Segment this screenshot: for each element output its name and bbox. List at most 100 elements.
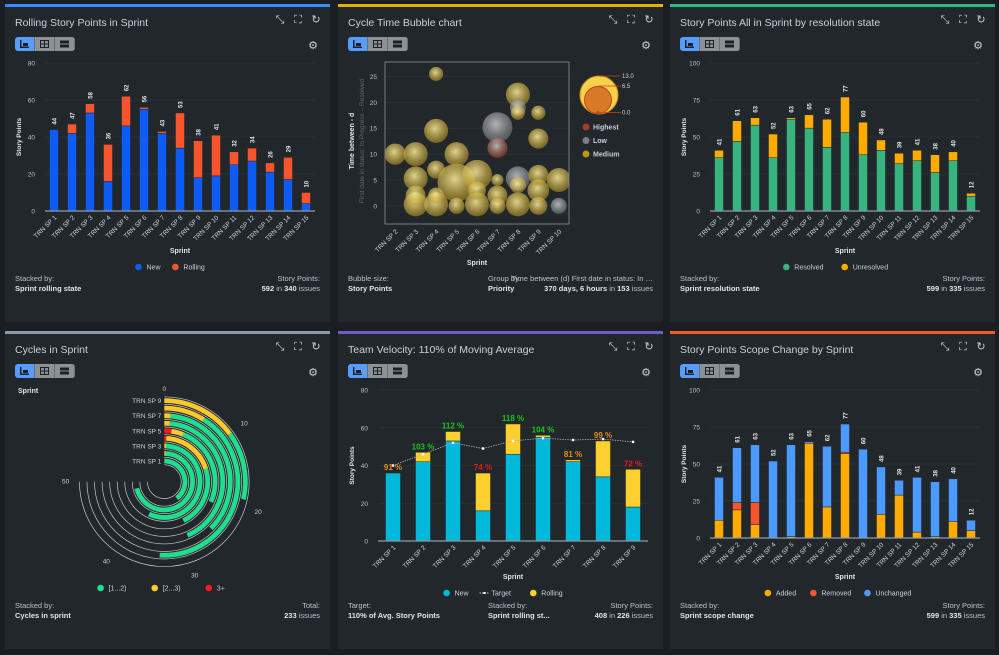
settings-icon[interactable]: ⚙	[973, 367, 983, 379]
legend-item-3-[interactable]: 3+	[205, 584, 225, 593]
refresh-icon[interactable]: ↻	[976, 341, 986, 353]
bubble-medium[interactable]	[405, 185, 426, 206]
table-view-button[interactable]	[700, 364, 720, 378]
collapse-icon[interactable]: ⤡	[275, 341, 285, 353]
collapse-icon[interactable]: ⤡	[940, 14, 950, 26]
chart-view-button[interactable]	[15, 37, 35, 51]
legend-item-new[interactable]: New	[135, 263, 161, 272]
bubble-medium[interactable]	[505, 192, 530, 217]
list-view-button[interactable]	[720, 364, 740, 378]
ring-segment-12	[134, 451, 195, 513]
collapse-icon[interactable]: ⤡	[608, 14, 618, 26]
footer-label: Stacked by:	[15, 274, 55, 283]
chart-view-button[interactable]	[15, 364, 35, 378]
legend-item-unresolved[interactable]: Unresolved	[841, 263, 888, 272]
settings-icon[interactable]: ⚙	[641, 40, 651, 52]
bubble-medium[interactable]	[427, 160, 446, 179]
list-view-button[interactable]	[720, 37, 740, 51]
fullscreen-icon[interactable]: ⛶	[294, 341, 302, 353]
bar-segment-resolved	[948, 160, 958, 212]
table-view-button[interactable]	[700, 37, 720, 51]
bubble-medium[interactable]	[527, 179, 550, 202]
bar-segment-added	[804, 443, 814, 539]
bar-total-label: 58	[89, 91, 95, 98]
legend-item-rolling[interactable]: Rolling	[172, 263, 205, 272]
bar-segment-new	[229, 164, 239, 212]
legend-item-resolved[interactable]: Resolved	[783, 263, 824, 272]
bar-total-label: 12	[970, 508, 976, 515]
fullscreen-icon[interactable]: ⛶	[627, 14, 635, 26]
bubble-medium[interactable]	[489, 197, 506, 214]
legend-item-rolling[interactable]: Rolling	[530, 589, 563, 598]
collapse-icon[interactable]: ⤡	[275, 14, 285, 26]
bubble-medium[interactable]	[510, 105, 525, 120]
settings-icon[interactable]: ⚙	[641, 367, 651, 379]
refresh-icon[interactable]: ↻	[311, 14, 321, 26]
legend-item-unchanged[interactable]: Unchanged	[864, 589, 911, 598]
legend-item-new[interactable]: New	[443, 589, 470, 598]
legend-item-medium[interactable]: Medium	[582, 150, 620, 159]
refresh-icon[interactable]: ↻	[644, 14, 654, 26]
bubble-medium[interactable]	[464, 192, 490, 217]
refresh-icon[interactable]: ↻	[644, 341, 654, 353]
bubble-medium[interactable]	[403, 166, 428, 191]
list-view-button[interactable]	[55, 37, 75, 51]
chart-view-button[interactable]	[348, 37, 368, 51]
chart-view-button[interactable]	[348, 364, 368, 378]
table-view-button[interactable]	[35, 37, 55, 51]
fullscreen-icon[interactable]: ⛶	[294, 14, 302, 26]
legend-item-highest[interactable]: Highest	[582, 123, 620, 132]
chart-view-button[interactable]	[680, 37, 700, 51]
list-view-button[interactable]	[388, 37, 408, 51]
fullscreen-icon[interactable]: ⛶	[959, 14, 967, 26]
bubble-medium[interactable]	[462, 159, 492, 190]
refresh-icon[interactable]: ↻	[976, 14, 986, 26]
bubble-medium[interactable]	[428, 187, 445, 204]
bubble-medium[interactable]	[528, 128, 549, 149]
legend-item--1-2-[interactable]: [1...2)	[97, 584, 127, 593]
bubble-medium[interactable]	[531, 105, 546, 120]
bubble-medium[interactable]	[424, 118, 449, 143]
bubble-medium[interactable]	[429, 66, 444, 81]
table-view-button[interactable]	[368, 364, 388, 378]
bubble-medium[interactable]	[403, 142, 428, 167]
bubble-medium[interactable]	[448, 197, 465, 214]
table-view-button[interactable]	[35, 364, 55, 378]
bar-total-label: 61	[736, 108, 742, 115]
legend-item-low[interactable]: Low	[582, 137, 608, 145]
bubble-medium[interactable]	[468, 181, 486, 200]
list-view-button[interactable]	[55, 364, 75, 378]
list-view-button[interactable]	[388, 364, 408, 378]
chart-view-button[interactable]	[680, 364, 700, 378]
legend-item-added[interactable]: Added	[764, 589, 797, 598]
legend-item--2-3-[interactable]: [2...3)	[151, 584, 181, 593]
settings-icon[interactable]: ⚙	[308, 367, 318, 379]
bubble-medium[interactable]	[385, 143, 406, 165]
bubble-low[interactable]	[550, 197, 567, 214]
bubble-medium[interactable]	[444, 142, 469, 167]
collapse-icon[interactable]: ⤡	[940, 341, 950, 353]
bar-total-label: 43	[161, 119, 167, 126]
target-point	[601, 437, 605, 441]
bubble-highest[interactable]	[487, 137, 508, 158]
bar-segment-added	[894, 494, 904, 539]
settings-icon[interactable]: ⚙	[308, 40, 318, 52]
settings-icon[interactable]: ⚙	[973, 40, 983, 52]
bubble-medium[interactable]	[529, 196, 548, 215]
bubble-medium[interactable]	[528, 164, 549, 185]
legend-marker	[172, 263, 179, 271]
table-view-button[interactable]	[368, 37, 388, 51]
legend-item-target[interactable]: Target	[479, 591, 512, 598]
ring-segment-12	[227, 432, 248, 500]
bubble-medium[interactable]	[491, 173, 504, 187]
fullscreen-icon[interactable]: ⛶	[627, 341, 635, 353]
bubble-medium[interactable]	[505, 82, 530, 107]
bubble-medium[interactable]	[509, 177, 526, 194]
legend-item-removed[interactable]: Removed	[810, 589, 851, 598]
bubble-medium[interactable]	[546, 167, 571, 193]
bubble-low[interactable]	[482, 112, 513, 143]
fullscreen-icon[interactable]: ⛶	[959, 341, 967, 353]
collapse-icon[interactable]: ⤡	[608, 341, 618, 353]
refresh-icon[interactable]: ↻	[311, 341, 321, 353]
